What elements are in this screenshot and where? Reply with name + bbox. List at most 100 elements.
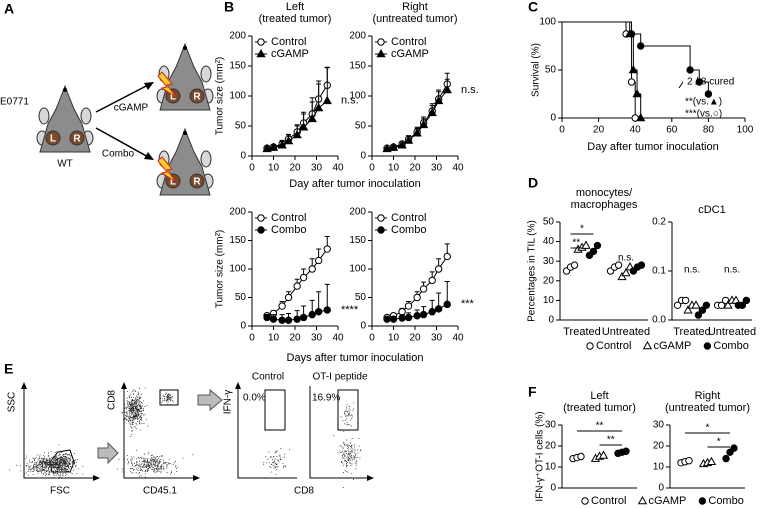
arrowhead [93, 475, 100, 481]
arrowhead [144, 152, 154, 160]
mouse: L R [36, 85, 94, 153]
marker [706, 456, 717, 466]
y-tick-label: 200 [349, 207, 366, 218]
arrowhead [144, 82, 154, 90]
arrowhead [121, 382, 127, 389]
lightning [157, 156, 177, 183]
x-axis-label: Day after tumor inoculation [587, 141, 718, 153]
chart-title: monocytes/ [576, 187, 633, 199]
legend-marker [376, 48, 386, 58]
marker [323, 245, 331, 253]
gate-percentage: 16.9% [312, 393, 340, 404]
panel-label: C [528, 0, 538, 15]
tumor-label: L [170, 92, 176, 103]
marker [673, 301, 682, 309]
legend-label: cGAMP [391, 48, 429, 60]
marker [704, 90, 713, 98]
legend-label: Control [596, 340, 631, 352]
marker [404, 313, 413, 322]
marker [278, 302, 286, 310]
axis [123, 386, 196, 479]
legend-marker [257, 38, 265, 46]
marker [427, 107, 437, 117]
legend-label: Control [271, 36, 306, 48]
annotation: ***(vs.○) [685, 109, 722, 120]
legend-marker [257, 214, 265, 222]
annotation: * [580, 224, 584, 235]
chart-subtitle: macrophages [571, 199, 638, 211]
x-tick-label: 20 [289, 163, 301, 174]
diagram: L R L R L R E0771 WT cGAMP Combo [0, 43, 214, 196]
y-tick-label: 50 [355, 121, 367, 132]
y-tick-label: 100 [349, 91, 366, 102]
y-tick-label: 200 [349, 31, 366, 42]
tumor-label: L [50, 134, 56, 145]
x-tick-label: 0 [249, 333, 255, 344]
y-tick-label: 0 [240, 321, 246, 332]
marker [299, 313, 308, 322]
axis-label: SSC [7, 392, 18, 413]
gate-title: Control [252, 372, 284, 383]
x-tick-label: Untreated [602, 326, 650, 338]
x-tick-label: 100 [737, 125, 754, 136]
y-tick-label: 200 [229, 207, 246, 218]
y-tick-label: 50 [355, 292, 367, 303]
legend-label: Control [591, 495, 626, 507]
annotation: ** [607, 435, 615, 446]
x-tick-label: 20 [409, 333, 421, 344]
y-tick-label: 50 [235, 292, 247, 303]
tumor-label: R [193, 92, 201, 103]
chart-title: Right [402, 1, 428, 13]
x-tick-label: 30 [431, 333, 443, 344]
marker [308, 310, 316, 319]
x-tick-label: Treated [673, 326, 711, 338]
legend-label: Control [271, 212, 306, 224]
chart-subtitle: (treated tumor) [259, 13, 332, 25]
marker [621, 267, 631, 277]
y-tick-label: 50 [235, 121, 247, 132]
y-tick-label: 10 [653, 462, 665, 473]
marker [617, 271, 627, 281]
annotation: n.s. [618, 253, 634, 264]
legend-label: cGAMP [271, 48, 309, 60]
y-tick-label: 40 [543, 236, 555, 247]
legend-marker [256, 48, 266, 58]
y-tick-label: 50 [543, 217, 555, 228]
annotation: n.s. [684, 265, 700, 276]
marker [738, 301, 747, 309]
y-tick-label: 20 [545, 441, 557, 452]
x-tick-label: 0 [559, 125, 565, 136]
marker [434, 265, 443, 273]
gate [264, 389, 286, 431]
y-tick-label: 200 [229, 31, 246, 42]
marker [278, 316, 286, 324]
marker [298, 122, 309, 131]
marker [722, 454, 730, 463]
flow-plots: SSC FSC CD8 CD45.1 IFN-γ CD8 Control OT-… [7, 372, 374, 497]
x-tick-label: 30 [311, 163, 323, 174]
annotation: n.s. [724, 265, 740, 276]
x-tick-label: 40 [332, 163, 344, 174]
y-tick-label: 0 [550, 483, 556, 494]
legend-label: cGAMP [648, 495, 686, 507]
marker [443, 252, 451, 261]
annotation: * [717, 437, 721, 448]
marker [293, 282, 301, 290]
marker [614, 261, 623, 269]
x-tick-label: 40 [452, 163, 464, 174]
x-tick-label: Untreated [708, 326, 756, 338]
marker [403, 135, 414, 144]
event-dots [340, 402, 355, 432]
marker [694, 311, 703, 319]
gate-percentage: 0.0% [243, 393, 266, 404]
marker [389, 315, 398, 323]
marker [428, 308, 436, 316]
marker [428, 276, 436, 285]
marker [277, 140, 287, 149]
x-tick-label: 80 [703, 125, 715, 136]
x-tick-label: Treated [563, 326, 601, 338]
marker [398, 308, 406, 316]
annotation: n.s. [341, 95, 359, 107]
marker [686, 66, 694, 74]
